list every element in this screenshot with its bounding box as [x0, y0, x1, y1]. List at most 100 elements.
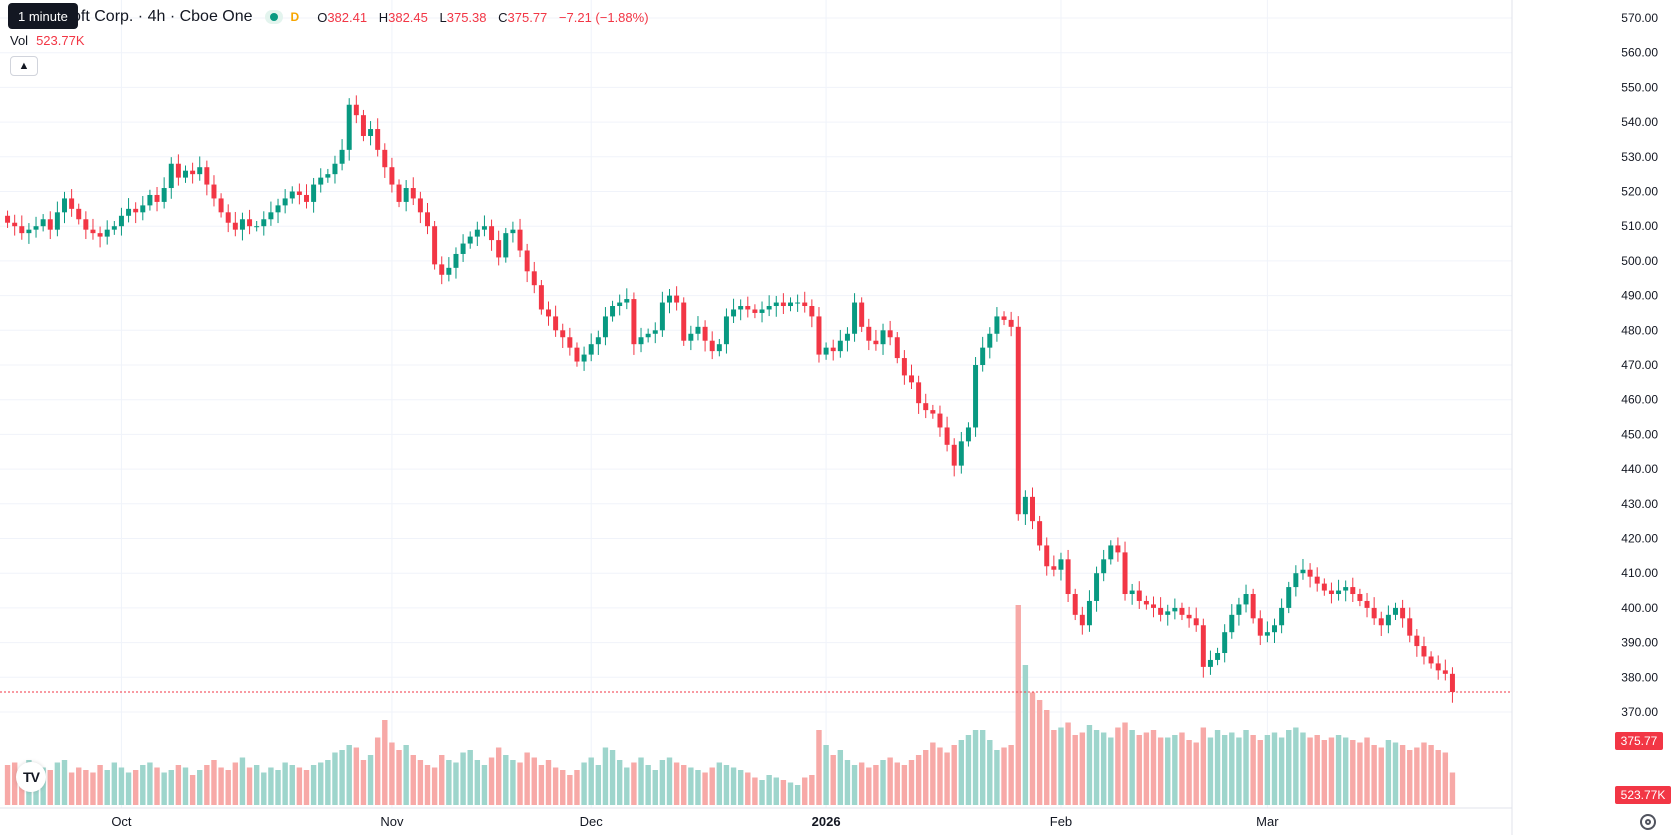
candle-body	[1115, 545, 1121, 553]
volume-bar	[802, 777, 808, 805]
candle-body	[780, 302, 786, 307]
volume-bar	[1300, 732, 1306, 805]
candle-body	[410, 188, 416, 199]
volume-bar	[495, 747, 502, 805]
candle-body	[1414, 635, 1420, 647]
volume-bar	[1036, 700, 1043, 805]
candle-body	[588, 344, 594, 355]
volume-bar	[673, 762, 680, 805]
volume-bar	[1179, 732, 1185, 805]
candle-body	[446, 267, 452, 275]
volume-bar	[503, 755, 509, 805]
volume-bar	[318, 762, 324, 805]
candle-body	[1250, 594, 1256, 619]
price-tick-label: 550.00	[1621, 80, 1658, 94]
symbol-title[interactable]: oft Corp. · 4h · Cboe One	[72, 8, 253, 25]
price-tick-label: 520.00	[1621, 185, 1658, 199]
candle-body	[1343, 587, 1349, 591]
collapse-legend-button[interactable]: ▲	[10, 56, 38, 76]
volume-bar	[1335, 735, 1342, 805]
volume-bar	[780, 780, 787, 805]
candle-body	[225, 212, 231, 223]
candle-body	[1371, 607, 1377, 619]
price-tick-label: 490.00	[1621, 289, 1658, 303]
volume-bar	[901, 765, 908, 805]
volume-bar	[1449, 772, 1456, 805]
candle-body	[980, 347, 986, 365]
volume-bar	[574, 770, 580, 805]
price-tick-label: 460.00	[1621, 393, 1658, 407]
volume-bar	[467, 750, 473, 805]
candle-body	[26, 229, 32, 234]
candle-body	[360, 115, 366, 136]
candle-body	[1094, 573, 1100, 601]
candle-body	[183, 170, 188, 178]
candle-body	[645, 333, 651, 338]
candle-body	[887, 330, 893, 338]
volume-bar	[303, 770, 310, 805]
time-tick-label: Feb	[1050, 814, 1072, 829]
candle-body	[1172, 607, 1178, 612]
volume-bar	[837, 750, 844, 805]
volume-bar	[161, 772, 167, 805]
candle-body	[289, 191, 295, 199]
price-tick-label: 420.00	[1621, 532, 1658, 546]
volume-bar	[951, 745, 957, 805]
candle-body	[695, 326, 701, 334]
volume-bar	[154, 767, 160, 805]
price-tick-label: 380.00	[1621, 670, 1658, 684]
market-status-icon[interactable]	[264, 10, 283, 24]
settings-gear-icon[interactable]	[1640, 814, 1656, 830]
volume-bar	[1150, 730, 1157, 805]
volume-bar	[474, 760, 481, 805]
volume-bar	[1278, 737, 1285, 805]
candle-body	[909, 375, 914, 383]
volume-bar	[1321, 740, 1328, 805]
candle-body	[168, 163, 174, 189]
volume-bar	[147, 762, 153, 805]
time-tick-label: Oct	[111, 814, 132, 829]
candle-body	[1321, 583, 1327, 591]
candle-body	[1151, 604, 1156, 608]
candle-body	[602, 316, 608, 338]
volume-bar	[823, 745, 829, 805]
volume-bar	[994, 750, 1000, 805]
volume-bar	[261, 772, 267, 805]
volume-bar	[937, 747, 943, 805]
price-tick-label: 510.00	[1621, 219, 1658, 233]
time-tick-label: 2026	[812, 814, 841, 829]
volume-bar	[1207, 737, 1214, 805]
volume-bar	[1214, 730, 1221, 805]
volume-bar	[1328, 737, 1335, 805]
time-axis[interactable]: Oct Nov Dec 2026 Feb Mar	[111, 814, 1279, 829]
candle-body	[40, 219, 46, 227]
tradingview-logo[interactable]: TV	[16, 762, 46, 792]
volume-bar	[332, 752, 338, 805]
close-value: 375.77	[507, 9, 548, 25]
candle-body	[389, 167, 395, 185]
volume-bar	[439, 755, 445, 805]
price-tick-label: 500.00	[1621, 254, 1658, 268]
candle-body	[958, 441, 964, 466]
candle-body	[1179, 607, 1185, 615]
candle-body	[1307, 569, 1313, 577]
candle-body	[111, 226, 117, 230]
volume-bar	[1193, 742, 1199, 805]
candle-body	[133, 208, 139, 213]
volume-bar	[4, 765, 11, 805]
candle-body	[453, 253, 459, 268]
volume-bar	[1108, 737, 1114, 805]
volume-bar	[545, 760, 552, 805]
candle-body	[161, 188, 167, 202]
candle-body	[866, 326, 872, 341]
volume-bar	[1250, 735, 1256, 805]
candle-body	[54, 212, 60, 230]
candle-body	[546, 309, 551, 317]
volume-bar	[182, 767, 189, 805]
candle-body	[496, 240, 502, 258]
price-axis[interactable]: 570.00 560.00 550.00 540.00 530.00 520.00 510.…	[1621, 11, 1658, 719]
candle-body	[232, 222, 238, 230]
volume-bar	[1264, 735, 1271, 805]
volume-bar	[1100, 732, 1107, 805]
